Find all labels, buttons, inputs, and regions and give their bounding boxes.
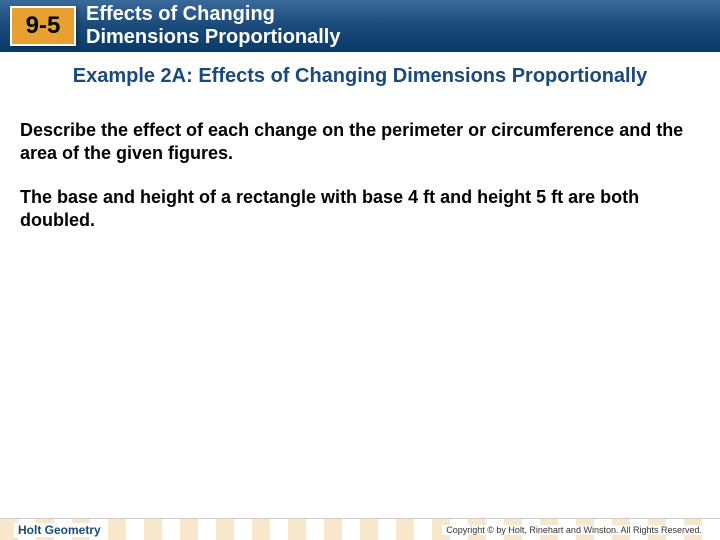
header-bar: 9-5 Effects of Changing Dimensions Propo…: [0, 0, 720, 52]
instruction-text: Describe the effect of each change on th…: [20, 119, 700, 166]
section-title-line2: Dimensions Proportionally: [86, 26, 340, 48]
problem-text: The base and height of a rectangle with …: [20, 186, 700, 233]
section-title: Effects of Changing Dimensions Proportio…: [86, 3, 340, 49]
footer: Holt Geometry Copyright © by Holt, Rineh…: [0, 518, 720, 540]
section-title-line1: Effects of Changing: [86, 3, 275, 25]
example-title: Example 2A: Effects of Changing Dimensio…: [0, 64, 720, 89]
section-number: 9-5: [26, 12, 61, 40]
footer-copyright: Copyright © by Holt, Rinehart and Winsto…: [442, 525, 706, 535]
section-number-box: 9-5: [10, 6, 76, 46]
footer-brand: Holt Geometry: [14, 523, 105, 537]
